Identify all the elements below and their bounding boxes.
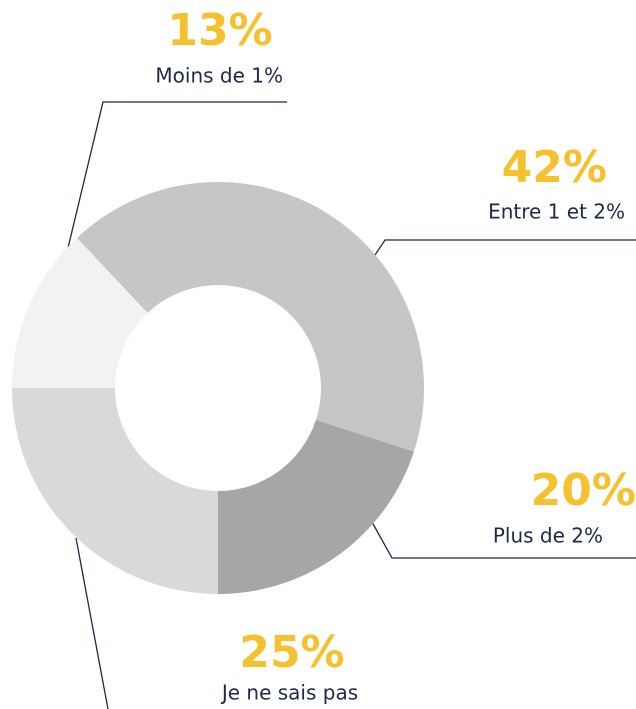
category-label: Plus de 2% [493,524,603,548]
category-label: Je ne sais pas [220,681,358,705]
category-label: Entre 1 et 2% [488,200,625,224]
donut-segment [12,237,148,388]
leader-line [371,521,636,559]
value-label: 13% [167,5,272,56]
category-label: Moins de 1% [155,64,283,88]
value-label: 25% [239,627,344,678]
donut-segment [12,388,218,594]
donut-segment [218,419,414,594]
leader-line [374,239,636,256]
donut-segment [76,182,424,452]
leader-line [75,537,109,709]
value-label: 20% [531,465,636,516]
value-label: 42% [502,142,607,193]
leader-line [67,101,287,249]
